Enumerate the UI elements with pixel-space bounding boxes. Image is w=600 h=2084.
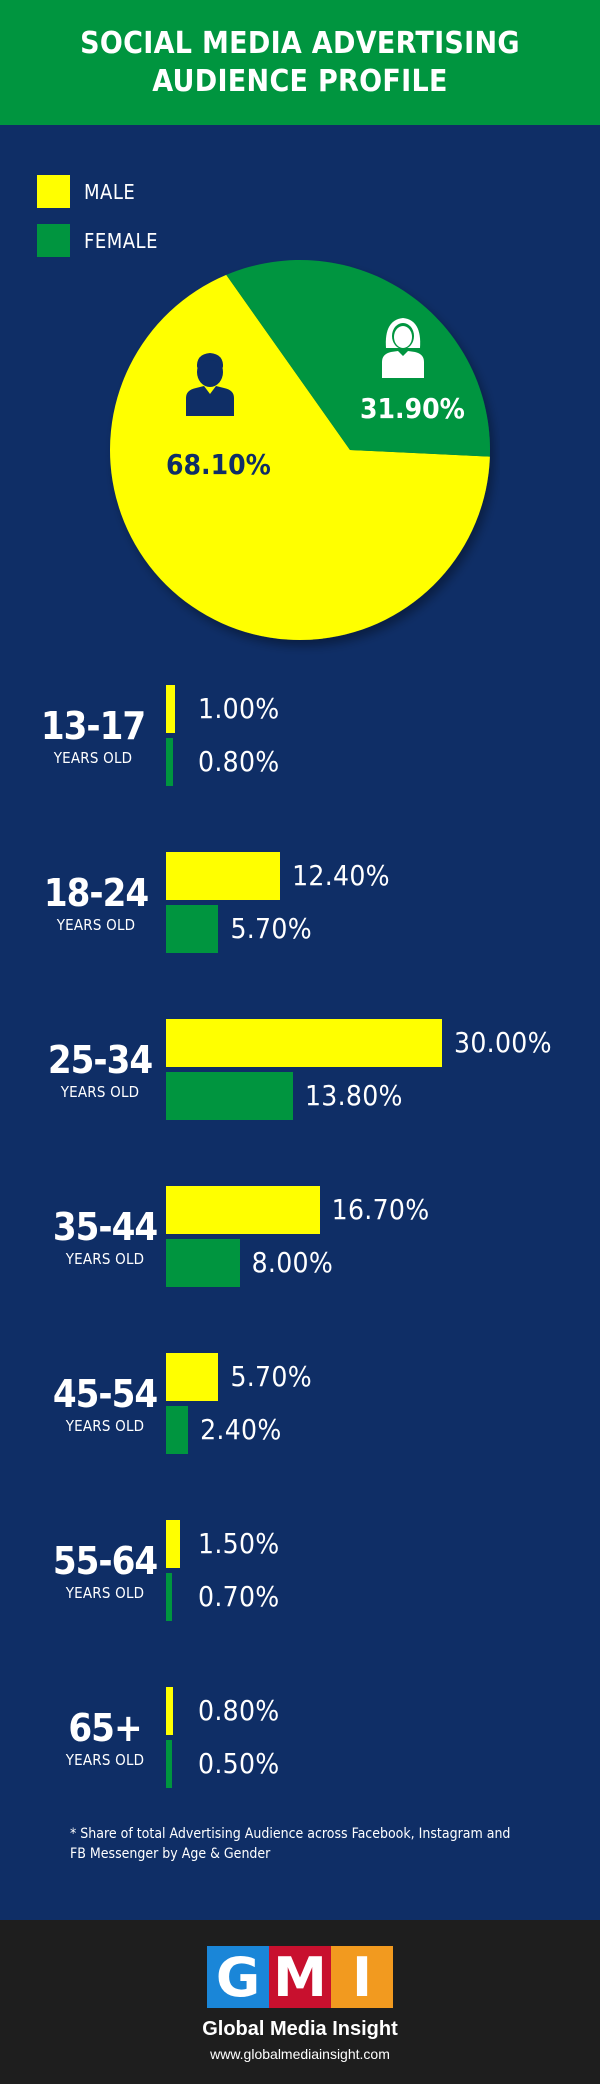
bar-value-label: 2.40% (200, 1413, 282, 1446)
pie-label-male: 68.10% (166, 448, 271, 481)
age-range-sublabel: YEARS OLD (60, 1083, 140, 1101)
pie-slice-female (226, 260, 490, 457)
bar-female-18-24 (166, 905, 219, 953)
bar-male-45-54 (166, 1353, 219, 1401)
brand-name: Global Media Insight (202, 2018, 398, 2040)
bar-female-13-17 (166, 738, 174, 786)
bar-value-label: 12.40% (292, 859, 390, 892)
bar-male-55-64 (166, 1520, 180, 1568)
age-range-sublabel: YEARS OLD (65, 1417, 145, 1435)
bar-value-label: 0.80% (198, 1694, 280, 1727)
legend-item-male: MALE (37, 175, 135, 208)
bar-female-25-34 (166, 1072, 293, 1120)
age-range-label: 45-54 (52, 1372, 158, 1416)
logo-letter-g: G (207, 1946, 269, 2009)
logo-letter-m: M (269, 1946, 331, 2009)
bar-value-label: 5.70% (230, 912, 312, 945)
bar-value-label: 1.00% (198, 692, 280, 725)
age-range-label: 13-17 (40, 704, 146, 748)
age-range-label: 18-24 (43, 871, 149, 915)
bar-female-35-44 (166, 1239, 240, 1287)
bar-value-label: 0.70% (198, 1580, 280, 1613)
title-line-2: AUDIENCE PROFILE (152, 63, 448, 99)
website-url: www.globalmediainsight.com (210, 2046, 390, 2062)
age-range-sublabel: YEARS OLD (53, 749, 133, 767)
bar-value-label: 30.00% (454, 1026, 552, 1059)
bar-value-label: 0.80% (198, 745, 280, 778)
age-range-sublabel: YEARS OLD (56, 916, 136, 934)
bar-value-label: 8.00% (251, 1246, 334, 1279)
bar-male-13-17 (166, 685, 176, 733)
legend-label-female: FEMALE (84, 228, 158, 253)
age-range-sublabel: YEARS OLD (65, 1250, 145, 1268)
gmi-logo: G M I (207, 1946, 393, 2009)
legend-swatch-male (37, 175, 70, 208)
gender-pie-chart (110, 260, 490, 641)
header-banner: SOCIAL MEDIA ADVERTISING AUDIENCE PROFIL… (0, 0, 600, 125)
footnote: * Share of total Advertising Audience ac… (70, 1826, 511, 1862)
legend-swatch-female (37, 224, 70, 257)
age-range-label: 65+ (68, 1706, 142, 1750)
bar-value-label: 5.70% (230, 1360, 312, 1393)
male-person-icon (186, 353, 234, 416)
bar-male-18-24 (166, 852, 281, 900)
bar-female-45-54 (166, 1406, 189, 1454)
title-line-1: SOCIAL MEDIA ADVERTISING (80, 25, 520, 61)
bar-male-35-44 (166, 1186, 320, 1234)
legend-item-female: FEMALE (37, 224, 158, 257)
bar-male-65+ (166, 1687, 174, 1735)
bar-female-65+ (166, 1740, 172, 1788)
age-range-sublabel: YEARS OLD (65, 1751, 145, 1769)
age-range-label: 35-44 (52, 1205, 158, 1249)
bar-value-label: 16.70% (331, 1193, 430, 1226)
pie-label-female: 31.90% (360, 392, 465, 425)
bar-male-25-34 (166, 1019, 442, 1067)
bar-value-label: 0.50% (198, 1747, 280, 1780)
bar-value-label: 1.50% (198, 1527, 280, 1560)
age-range-label: 55-64 (52, 1539, 158, 1583)
bar-female-55-64 (166, 1573, 173, 1621)
bar-value-label: 13.80% (304, 1079, 403, 1112)
logo-letter-i: I (331, 1946, 393, 2009)
age-range-sublabel: YEARS OLD (65, 1584, 145, 1602)
age-range-label: 25-34 (47, 1038, 153, 1082)
legend-label-male: MALE (84, 179, 136, 204)
female-person-icon (382, 318, 424, 378)
